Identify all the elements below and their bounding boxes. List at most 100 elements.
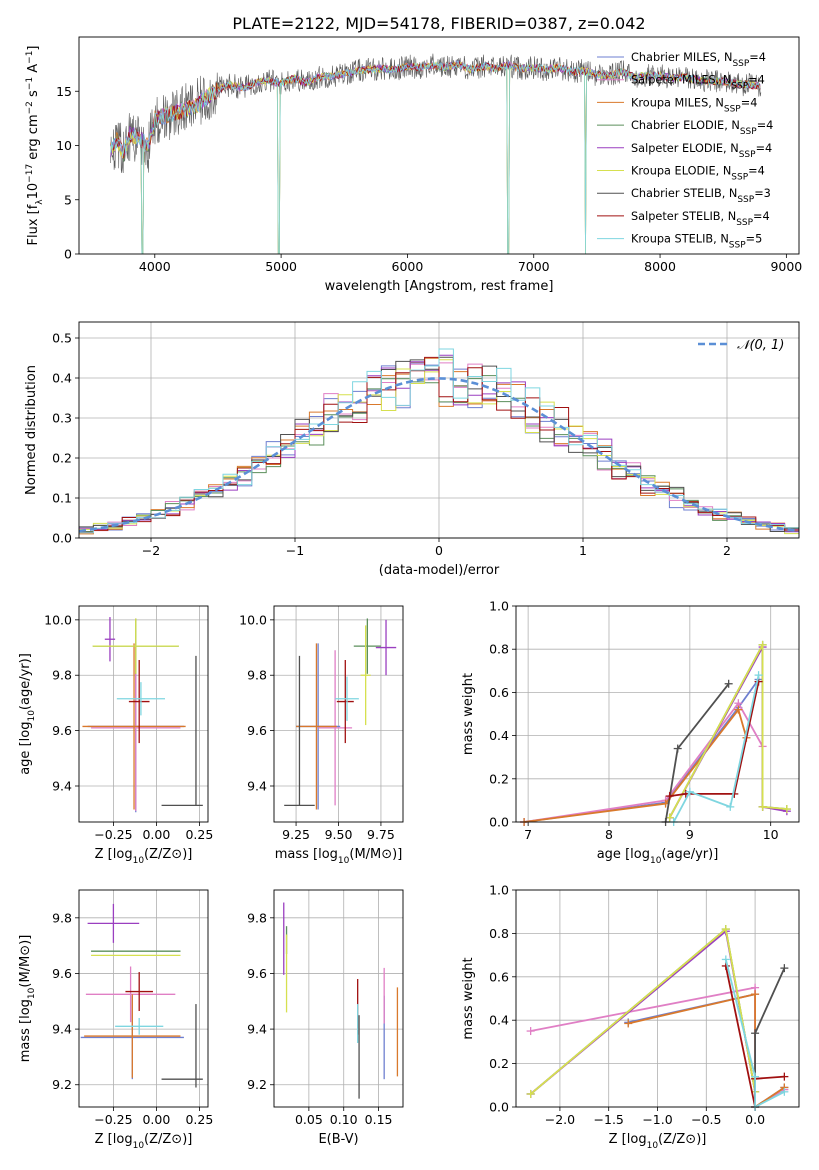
grid-age_vs_mass <box>274 606 403 822</box>
x-tick-label: 9 <box>686 827 694 842</box>
x-tick-label: 4000 <box>139 259 171 274</box>
x-tick-label: 9.50 <box>325 827 353 842</box>
weight-marker <box>721 925 730 934</box>
y-tick-label: 0.0 <box>489 1100 509 1115</box>
plot-area-mass_vs_ebv <box>283 902 399 1099</box>
weight-marker <box>758 640 767 649</box>
legend-entry: Chabrier ELODIE, NSSP=4 <box>631 119 773 137</box>
x-tick-label: −2 <box>142 543 160 558</box>
plot-area-age_vs_Z <box>82 617 203 813</box>
errorbar-point-3 <box>353 618 381 674</box>
panel-age_vs_mass: 9.25 9.50 9.75 9.4 9.6 9.8 10.0 mass [log10(M/M… <box>239 605 404 866</box>
weight-marker <box>665 792 674 801</box>
x-axis-label: Z [log10(Z/Z⊙)] <box>95 1132 193 1151</box>
weight-marker <box>724 679 733 688</box>
weight-marker <box>624 1019 633 1028</box>
y-tick-label: 1.0 <box>489 599 509 614</box>
y-tick-label: 0 <box>64 247 72 262</box>
x-axis-label: Z [log10(Z/Z⊙)] <box>95 847 193 866</box>
y-tick-label: 0.4 <box>489 1013 509 1028</box>
y-tick-label: 9.2 <box>247 1077 267 1092</box>
weight-marker <box>721 955 730 964</box>
y-tick-label: 9.6 <box>247 966 267 981</box>
y-axis-label: Flux [fλ10−17 erg cm−2 s−1 A−1] <box>25 45 45 245</box>
x-tick-label: −0.5 <box>691 1112 721 1127</box>
x-tick-label: 0.05 <box>295 1112 323 1127</box>
y-tick-label: 9.4 <box>247 1022 267 1037</box>
y-axis-label: mass [log10(M/M⊙)] <box>18 935 37 1063</box>
y-tick-label: 10 <box>56 138 72 153</box>
x-tick-label: −0.25 <box>94 1112 132 1127</box>
spectrum-legend: Chabrier MILES, NSSP=4 Salpeter MILES, NS… <box>597 51 773 251</box>
weight-marker <box>734 705 743 714</box>
x-tick-label: 0.00 <box>142 1112 170 1127</box>
legend-entry: Chabrier STELIB, NSSP=3 <box>631 187 771 205</box>
errorbar-point-8 <box>336 660 354 744</box>
y-tick-label: 1.0 <box>489 883 509 898</box>
weight-series-5 <box>668 644 787 819</box>
x-tick-label: 2 <box>723 543 731 558</box>
y-tick-label: 9.6 <box>52 723 72 738</box>
x-tick-label: −2.0 <box>545 1112 575 1127</box>
y-tick-label: 0.8 <box>489 926 509 941</box>
errorbar-point-1 <box>318 650 353 806</box>
plot-area-residuals <box>78 348 800 535</box>
y-tick-label: 0.5 <box>52 331 72 346</box>
y-tick-label: 0.3 <box>52 411 72 426</box>
weight-marker <box>751 1072 760 1081</box>
panel-mass_vs_Z: −0.25 0.00 0.25 9.2 9.4 9.6 9.8 Z [log10(Z/Z⊙)]… <box>18 889 213 1151</box>
errorbar-point-2 <box>82 643 186 810</box>
x-tick-label: 0.25 <box>185 1112 213 1127</box>
grid-mass_vs_ebv <box>274 890 403 1107</box>
panel-weight_vs_Z: −2.0 −1.5 −1.0 −0.5 0.0 0.0 0.2 0.4 0.6 0.8 1.0 Z [… <box>461 883 800 1151</box>
y-tick-label: 0.6 <box>489 685 509 700</box>
axes-frame <box>78 889 209 1108</box>
y-axis-label: mass weight <box>461 957 476 1039</box>
y-tick-label: 9.2 <box>52 1077 72 1092</box>
x-tick-label: 8000 <box>644 259 676 274</box>
y-tick-label: 9.6 <box>247 723 267 738</box>
errorbar-point-4 <box>104 617 116 662</box>
x-axis-label: Z [log10(Z/Z⊙)] <box>609 1132 707 1151</box>
panel-age_vs_Z: −0.25 0.00 0.25 9.4 9.6 9.8 10.0 Z [log10(Z/Z⊙)… <box>18 605 213 866</box>
x-tick-label: 8 <box>605 827 613 842</box>
panel-residuals: −2 −1 0 1 2 0.0 0.1 0.2 0.3 0.4 0.5 (data-model)/er… <box>24 321 800 578</box>
panel-spectrum: 4000 5000 6000 7000 8000 9000 0 5 10 15 wavelength… <box>25 36 802 294</box>
axes-frame <box>78 605 209 823</box>
weight-series-6 <box>664 683 730 823</box>
weight-series-8 <box>672 674 760 823</box>
errorbar-point-2 <box>84 994 181 1078</box>
x-tick-label: 0.15 <box>365 1112 393 1127</box>
axes-frame <box>78 36 800 255</box>
y-tick-label: 9.4 <box>52 1022 72 1037</box>
weight-marker <box>780 1087 789 1096</box>
y-tick-label: 0.2 <box>489 771 509 786</box>
histogram-series-8 <box>79 348 799 534</box>
errorbar-point-4 <box>375 619 397 676</box>
y-tick-label: 9.6 <box>52 966 72 981</box>
y-tick-label: 9.4 <box>52 779 72 794</box>
spectrum-line-7 <box>110 60 761 159</box>
grid-weight_vs_age <box>516 605 799 823</box>
weight-marker <box>754 671 763 680</box>
weight-series-7 <box>669 681 760 797</box>
weight-marker <box>526 1027 535 1036</box>
y-tick-label: 10.0 <box>44 612 72 627</box>
grid-mass_vs_Z <box>79 890 208 1107</box>
y-tick-label: 0.0 <box>489 815 509 830</box>
weight-series-1 <box>523 701 764 823</box>
y-tick-label: 5 <box>64 192 72 207</box>
x-tick-label: 0.0 <box>745 1112 765 1127</box>
y-axis-label: Normed distribution <box>24 365 39 495</box>
x-tick-label: 7000 <box>518 259 550 274</box>
spectrum-line-6 <box>110 53 762 174</box>
weight-marker <box>726 802 735 811</box>
y-tick-label: 9.4 <box>247 779 267 794</box>
x-tick-label: 9.25 <box>282 827 310 842</box>
legend-entry: Salpeter ELODIE, NSSP=4 <box>631 142 772 160</box>
histogram-series-7 <box>79 356 799 533</box>
y-tick-label: 9.8 <box>247 668 267 683</box>
x-axis-label: wavelength [Angstrom, rest frame] <box>325 279 554 294</box>
y-tick-label: 0.6 <box>489 969 509 984</box>
